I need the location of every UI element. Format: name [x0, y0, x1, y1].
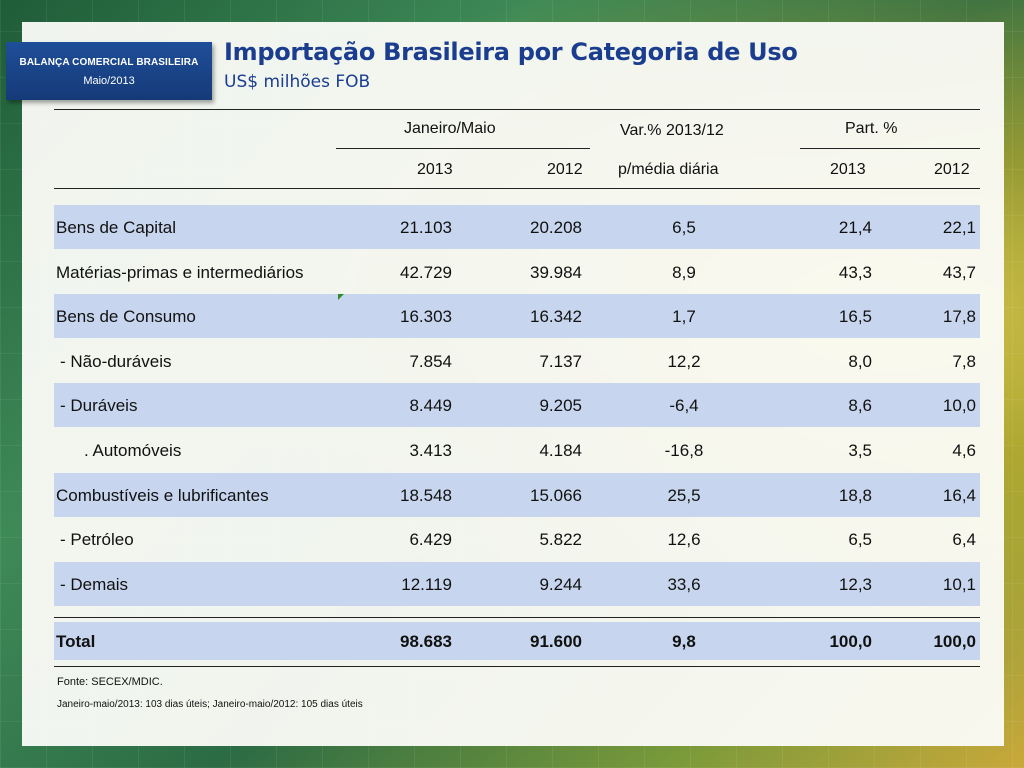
value-part-2013: 3,5	[848, 441, 872, 460]
total-part-2012: 100,0	[933, 632, 976, 651]
total-2012: 91.600	[530, 632, 582, 651]
value-part-2012: 22,1	[942, 218, 976, 237]
total-row: Total 98.683 91.600 9,8 100,0 100,0	[54, 622, 980, 660]
value-2013: 3.413	[409, 441, 452, 460]
row-label: Matérias-primas e intermediários	[56, 262, 304, 282]
total-var: 9,8	[672, 632, 696, 651]
value-2012: 15.066	[530, 485, 582, 505]
table-row: Matérias-primas e intermediários 42.729 39…	[54, 250, 980, 294]
value-part-2012: 17,8	[942, 307, 976, 327]
value-var: -16,8	[664, 441, 704, 460]
total-2013: 98.683	[400, 632, 452, 651]
value-2012: 7.137	[539, 351, 582, 371]
days-note: Janeiro-maio/2013: 103 dias úteis; Janei…	[57, 699, 363, 710]
value-part-2012: 7,8	[952, 351, 976, 371]
value-var: 6,5	[672, 218, 696, 237]
value-part-2013: 43,3	[838, 262, 872, 282]
header-part: Part. %	[845, 120, 898, 137]
value-2013: 16.303	[400, 307, 452, 327]
header-2012: 2012	[547, 161, 583, 178]
section-badge: BALANÇA COMERCIAL BRASILEIRA Maio/2013	[6, 42, 212, 100]
value-part-2013: 18,8	[838, 485, 872, 505]
value-2013: 42.729	[400, 262, 452, 282]
header-part-2013: 2013	[830, 161, 866, 178]
header-part-2012: 2012	[934, 161, 970, 178]
header-2013: 2013	[417, 161, 453, 178]
table-row: Bens de Capital 21.103 20.208 6,5 21,4 22,1	[54, 205, 980, 249]
page-subtitle: US$ milhões FOB	[224, 72, 371, 92]
header-bottom-rule	[54, 188, 980, 189]
row-label: - Demais	[60, 574, 129, 594]
total-part-2013: 100,0	[829, 632, 872, 651]
header-var-sub: p/média diária	[618, 161, 719, 178]
total-bottom-rule	[54, 666, 980, 667]
row-label: Bens de Capital	[56, 218, 177, 237]
value-2013: 6.429	[409, 530, 452, 550]
comment-marker	[338, 294, 344, 300]
row-label: Bens de Consumo	[56, 307, 196, 327]
value-2012: 20.208	[530, 218, 582, 237]
value-2013: 12.119	[401, 574, 452, 594]
header-jan-mai: Janeiro/Maio	[404, 120, 496, 137]
badge-title: BALANÇA COMERCIAL BRASILEIRA	[19, 57, 199, 68]
value-part-2013: 8,0	[848, 351, 872, 371]
value-var: 1,7	[672, 307, 696, 327]
row-label: Combustíveis e lubrificantes	[56, 485, 269, 505]
row-label: - Petróleo	[60, 530, 134, 550]
table-row: - Demais 12.119 9.244 33,6 12,3 10,1	[54, 561, 980, 606]
value-var: 12,6	[667, 530, 701, 550]
group-rule-jan-mai	[336, 148, 590, 149]
value-2012: 16.342	[530, 307, 582, 327]
value-part-2012: 16,4	[942, 485, 976, 505]
value-var: 12,2	[667, 351, 701, 371]
value-2012: 39.984	[530, 262, 582, 282]
value-2013: 8.449	[409, 396, 452, 416]
value-2012: 9.244	[539, 574, 582, 594]
value-2013: 18.548	[400, 485, 452, 505]
value-part-2013: 6,5	[848, 530, 872, 550]
table-row: - Duráveis 8.449 9.205 -6,4 8,6 10,0	[54, 383, 980, 428]
table-row: - Petróleo 6.429 5.822 12,6 6,5 6,4	[54, 517, 980, 561]
table-top-rule	[54, 109, 980, 110]
value-2012: 9.205	[539, 396, 582, 416]
value-part-2012: 10,1	[942, 574, 976, 594]
value-part-2013: 16,5	[838, 307, 872, 327]
row-label: - Não-duráveis	[60, 351, 172, 371]
total-top-rule	[54, 617, 980, 618]
value-var: -6,4	[669, 396, 699, 416]
value-2012: 4.184	[539, 441, 582, 460]
group-rule-part	[800, 148, 980, 149]
table-row: . Automóveis 3.413 4.184 -16,8 3,5 4,6	[54, 428, 980, 472]
value-part-2013: 8,6	[848, 396, 872, 416]
row-label: . Automóveis	[84, 441, 182, 460]
value-part-2013: 12,3	[838, 574, 872, 594]
value-2013: 7.854	[409, 351, 452, 371]
value-part-2012: 6,4	[952, 530, 976, 550]
source-note: Fonte: SECEX/MDIC.	[57, 676, 163, 688]
value-part-2012: 10,0	[942, 396, 976, 416]
row-label: - Duráveis	[60, 396, 138, 416]
value-var: 33,6	[667, 574, 701, 594]
table-row: Combustíveis e lubrificantes 18.548 15.066…	[54, 472, 980, 517]
value-part-2013: 21,4	[838, 218, 872, 237]
page-title: Importação Brasileira por Categoria de U…	[224, 38, 798, 66]
value-part-2012: 4,6	[952, 441, 976, 460]
value-var: 8,9	[672, 262, 696, 282]
value-part-2012: 43,7	[942, 262, 976, 282]
value-var: 25,5	[667, 485, 701, 505]
table-row: Bens de Consumo 16.303 16.342 1,7 16,5 17,8	[54, 294, 980, 339]
value-2013: 21.103	[400, 218, 452, 237]
total-label: Total	[56, 632, 96, 651]
table-row: - Não-duráveis 7.854 7.137 12,2 8,0 7,8	[54, 339, 980, 383]
badge-date: Maio/2013	[83, 75, 135, 87]
header-var: Var.% 2013/12	[620, 122, 724, 139]
value-2012: 5.822	[539, 530, 582, 550]
